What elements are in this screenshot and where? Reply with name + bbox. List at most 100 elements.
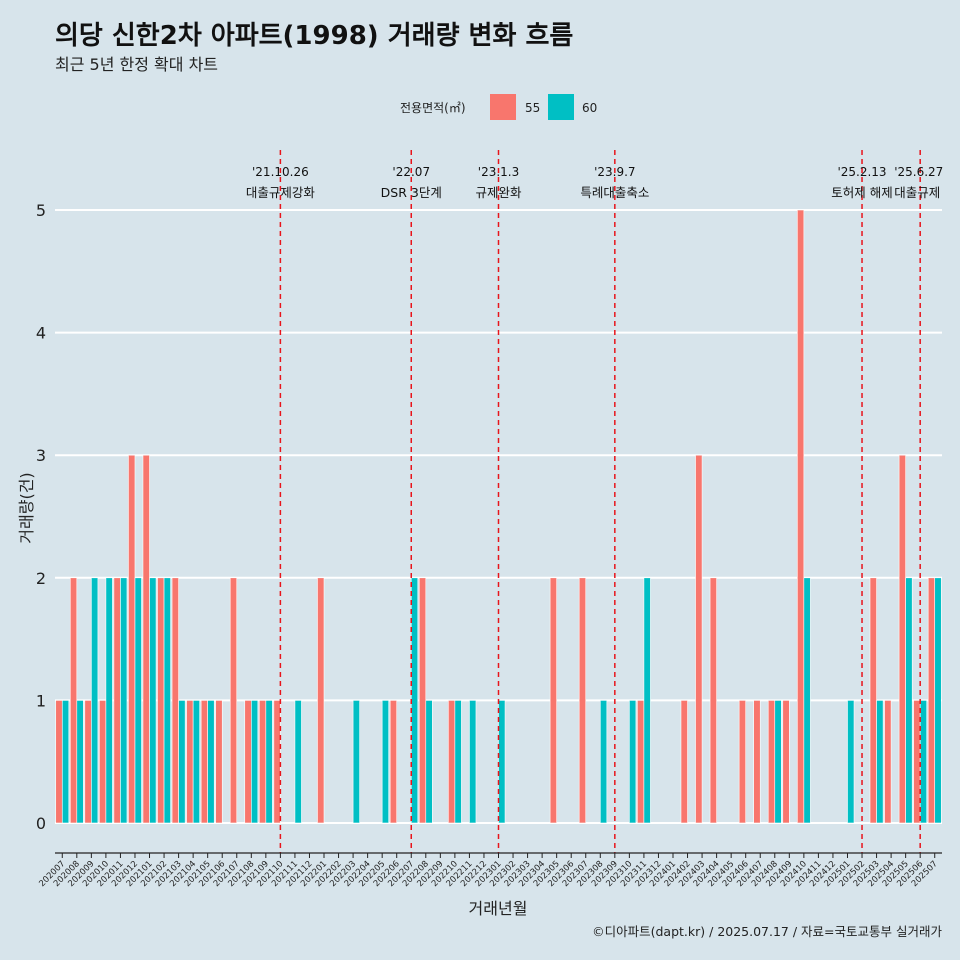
bar-60-202208: [425, 700, 433, 824]
bar-55-202102: [157, 577, 165, 824]
bar-55-202012: [128, 454, 136, 824]
bar-55-202409: [782, 700, 790, 824]
event-label: 토허제 해제: [831, 185, 892, 200]
bar-55-202104: [186, 700, 194, 824]
bar-60-202105: [207, 700, 215, 824]
bar-55-202105: [200, 700, 208, 824]
bar-60-202311: [643, 577, 651, 824]
bar-60-202205: [381, 700, 390, 824]
bar-55-202506: [913, 700, 921, 824]
legend: 전용면적(㎡) 55 60: [400, 94, 597, 120]
bar-55-202008: [69, 577, 78, 824]
bar-55-202101: [142, 454, 150, 824]
bar-60-202101: [149, 577, 157, 824]
bar-60-202111: [294, 700, 302, 824]
bar-55-202011: [113, 577, 121, 824]
y-tick-label: 0: [36, 814, 46, 833]
bar-55-202410: [797, 209, 805, 824]
bar-60-202301: [498, 700, 506, 824]
bar-60-202210: [454, 700, 462, 824]
event-date: '25.6.27: [894, 165, 943, 179]
bar-55-202107: [229, 577, 238, 824]
bar-55-202403: [695, 454, 703, 824]
bar-60-202203: [352, 700, 360, 824]
bar-55-202305: [549, 577, 557, 824]
bar-55-202408: [767, 700, 776, 824]
event-date: '25.2.13: [837, 165, 886, 179]
bar-55-202007: [55, 700, 63, 824]
bar-60-202310: [629, 700, 637, 824]
bar-60-202109: [265, 700, 273, 824]
y-tick-label: 2: [36, 569, 46, 588]
legend-swatch-60: [548, 94, 574, 120]
bar-60-202501: [847, 700, 855, 824]
bar-60-202007: [61, 700, 70, 824]
bar-60-202009: [91, 577, 99, 824]
bar-55-202106: [215, 700, 223, 824]
bar-60-202505: [905, 577, 913, 824]
bar-55-202307: [578, 577, 587, 824]
bar-60-202211: [469, 700, 477, 824]
bar-60-202008: [76, 700, 84, 824]
bar-55-202406: [738, 700, 746, 824]
bar-60-202108: [251, 700, 259, 824]
y-axis-title: 거래량(건): [17, 472, 36, 543]
bar-55-202402: [680, 700, 688, 824]
event-markers: '21.10.26 대출규제강화 '22.07 DSR 3단계 '23.1.3 규제완화 '…: [246, 150, 943, 853]
x-axis: 2020072020082020092020102020112020122021…: [37, 852, 942, 889]
bar-55-202311: [637, 700, 645, 824]
bar-55-202103: [171, 577, 179, 824]
bar-60-202207: [410, 577, 419, 824]
bar-60-202104: [192, 700, 200, 824]
chart-title: 의당 신한2차 아파트(1998) 거래량 변화 흐름: [55, 21, 573, 51]
bar-60-202506: [919, 700, 928, 824]
bar-55-202108: [244, 700, 252, 824]
chart-subtitle: 최근 5년 한정 확대 차트: [55, 55, 218, 74]
bar-60-202507: [934, 577, 942, 824]
bar-60-202011: [120, 577, 128, 824]
legend-swatch-55: [490, 94, 516, 120]
bar-55-202201: [317, 577, 325, 824]
bar-55-202404: [709, 577, 717, 824]
y-axis: 0 1 2 3 4 5: [36, 201, 46, 833]
y-tick-label: 1: [36, 691, 46, 710]
event-label: 대출규제: [894, 185, 940, 200]
bar-55-202010: [99, 700, 107, 824]
bar-55-202208: [418, 577, 427, 824]
y-tick-label: 3: [36, 446, 46, 465]
bars: [55, 209, 942, 824]
bar-60-202010: [105, 577, 113, 824]
bar-60-202408: [774, 700, 782, 824]
bar-60-202012: [134, 577, 142, 824]
bar-55-202110: [273, 700, 281, 824]
bar-55-202504: [884, 700, 892, 824]
legend-title: 전용면적(㎡): [400, 101, 466, 115]
bar-55-202206: [389, 700, 398, 824]
bar-60-202503: [876, 700, 884, 824]
bar-55-202109: [259, 700, 267, 824]
bar-60-202308: [599, 700, 608, 824]
y-tick-label: 4: [36, 324, 46, 343]
bar-60-202410: [803, 577, 811, 824]
y-tick-label: 5: [36, 201, 46, 220]
event-date: '21.10.26: [252, 165, 309, 179]
legend-label-60: 60: [582, 101, 597, 115]
x-axis-title: 거래년월: [469, 899, 528, 918]
event-label: 규제완화: [475, 185, 522, 200]
bar-55-202210: [448, 700, 456, 824]
bar-55-202009: [84, 700, 92, 824]
event-label: 특례대출축소: [580, 185, 649, 200]
bar-55-202505: [898, 454, 906, 824]
event-label: 대출규제강화: [246, 185, 316, 200]
event-date: '22.07: [392, 165, 430, 179]
legend-label-55: 55: [525, 101, 540, 115]
bar-55-202503: [869, 577, 877, 824]
event-label: DSR 3단계: [381, 185, 442, 200]
bar-55-202507: [927, 577, 936, 824]
bar-55-202407: [753, 700, 761, 824]
event-date: '23.9.7: [594, 165, 635, 179]
event-date: '23.1.3: [478, 165, 519, 179]
bar-60-202103: [178, 700, 186, 824]
chart-caption: ©디아파트(dapt.kr) / 2025.07.17 / 자료=국토교통부 실…: [592, 924, 942, 939]
